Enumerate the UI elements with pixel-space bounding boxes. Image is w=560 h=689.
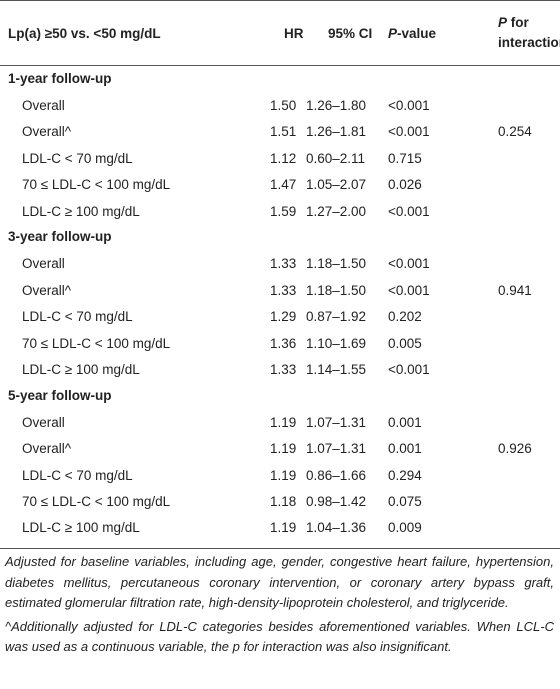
cell: Overall — [22, 98, 65, 114]
cell: 1.33 — [270, 361, 297, 377]
table-row: Overall^ 1.19 1.07–1.31 0.001 0.926 — [0, 435, 560, 461]
cell: 0.715 — [388, 150, 422, 166]
rule — [0, 548, 560, 550]
cell: 1.07–1.31 — [306, 414, 367, 430]
cell: <0.001 — [388, 361, 430, 377]
header-cell: P-value — [386, 26, 482, 41]
cell: 1.10–1.69 — [306, 335, 367, 351]
table-row: LDL-C ≥ 100 mg/dL 1.19 1.04–1.36 0.009 — [0, 515, 560, 541]
interaction-cell: 0.941 — [498, 282, 532, 298]
cell: 1.12 — [270, 150, 297, 166]
cell: <0.001 — [388, 282, 430, 298]
cell: 0.026 — [388, 177, 422, 193]
cell: 0.075 — [388, 493, 422, 509]
cell: 1.18–1.50 — [306, 256, 367, 272]
cell: Overall^ — [22, 124, 72, 140]
cell: 0.202 — [388, 309, 422, 325]
cell: 1.19 — [270, 520, 297, 536]
header-row: Lp(a) ≥50 vs. <50 mg/dL HR 95% CI P-value P … — [0, 0, 560, 66]
cell: 1.33 — [270, 282, 297, 298]
table-row: 70 ≤ LDL-C < 100 mg/dL 1.18 0.98–1.42 0.075 — [0, 488, 560, 514]
cell: 1.14–1.55 — [306, 361, 367, 377]
cell: 1.33 — [270, 256, 297, 272]
cell: 1.19 — [270, 467, 297, 483]
section-title: 1-year follow-up — [8, 71, 112, 86]
interaction-cell: 0.926 — [498, 441, 532, 457]
cell: Overall^ — [22, 282, 72, 298]
cell: <0.001 — [388, 203, 430, 219]
footnote: Adjusted for baseline variables, includi… — [5, 554, 554, 611]
cell: <0.001 — [388, 256, 430, 272]
cell: 1.19 — [270, 441, 297, 457]
cell: 1.29 — [270, 309, 297, 325]
cell: 1.27–2.00 — [306, 203, 367, 219]
table-row: LDL-C ≥ 100 mg/dL 1.59 1.27–2.00 <0.001 — [0, 198, 560, 224]
cell: 0.87–1.92 — [306, 309, 367, 325]
interaction-cell: 0.254 — [498, 124, 532, 140]
cell: 70 ≤ LDL-C < 100 mg/dL — [22, 335, 171, 351]
header-text: P — [388, 25, 398, 41]
table: Lp(a) ≥50 vs. <50 mg/dL HR 95% CI P-value P … — [0, 0, 560, 655]
cell: LDL-C ≥ 100 mg/dL — [22, 203, 140, 219]
cell: 0.009 — [388, 520, 422, 536]
cell: LDL-C < 70 mg/dL — [22, 309, 133, 325]
header-text: -value — [397, 25, 437, 41]
cell: 0.86–1.66 — [306, 467, 367, 483]
header-cell: Lp(a) ≥50 vs. <50 mg/dL — [8, 25, 161, 41]
cell: 1.18 — [270, 493, 297, 509]
section-title: 3-year follow-up — [8, 229, 112, 245]
cell: LDL-C < 70 mg/dL — [22, 467, 133, 483]
cell: Overall^ — [22, 441, 72, 457]
cell: 1.04–1.36 — [306, 520, 367, 536]
cell: 1.18–1.50 — [306, 282, 367, 298]
footnote: ^Additionally adjusted for LDL-C categor… — [5, 618, 554, 655]
cell: <0.001 — [388, 98, 430, 114]
cell: 1.59 — [270, 203, 297, 219]
cell: 70 ≤ LDL-C < 100 mg/dL — [22, 177, 171, 193]
cell: LDL-C ≥ 100 mg/dL — [22, 361, 140, 377]
table-row: 70 ≤ LDL-C < 100 mg/dL 1.36 1.10–1.69 0.005 — [0, 330, 560, 356]
cell: 1.36 — [270, 335, 297, 351]
cell: LDL-C < 70 mg/dL — [22, 150, 133, 166]
section-title: 5-year follow-up — [8, 387, 112, 403]
cell: Overall — [22, 414, 65, 430]
header-text: P — [498, 15, 508, 30]
table-row: Overall^ 1.51 1.26–1.81 <0.001 0.254 — [0, 119, 560, 145]
table-row: Overall^ 1.33 1.18–1.50 <0.001 0.941 — [0, 277, 560, 303]
cell: 0.001 — [388, 441, 422, 457]
cell: 0.60–2.11 — [306, 150, 366, 166]
table-row: 70 ≤ LDL-C < 100 mg/dL 1.47 1.05–2.07 0.026 — [0, 172, 560, 198]
cell: 0.001 — [388, 414, 422, 430]
header-cell: 95% CI — [328, 25, 373, 41]
cell: 1.07–1.31 — [306, 441, 367, 457]
header-text: for interaction — [498, 15, 560, 50]
cell: 1.51 — [270, 124, 297, 140]
cell: 1.26–1.80 — [306, 98, 367, 114]
table-row: Overall 1.33 1.18–1.50 <0.001 — [0, 251, 560, 277]
table-row: LDL-C < 70 mg/dL 1.19 0.86–1.66 0.294 — [0, 462, 560, 488]
cell: 1.19 — [270, 414, 297, 430]
cell: Overall — [22, 256, 65, 272]
header-cell: HR — [284, 25, 304, 41]
table-row: LDL-C ≥ 100 mg/dL 1.33 1.14–1.55 <0.001 — [0, 356, 560, 382]
cell: 1.50 — [270, 98, 297, 114]
cell: 0.005 — [388, 335, 422, 351]
cell: 1.47 — [270, 177, 297, 193]
cell: 1.05–2.07 — [306, 177, 367, 193]
table-row: Overall 1.50 1.26–1.80 <0.001 — [0, 92, 560, 118]
cell: 1.26–1.81 — [306, 124, 367, 140]
table-row: LDL-C < 70 mg/dL 1.29 0.87–1.92 0.202 — [0, 304, 560, 330]
cell: 70 ≤ LDL-C < 100 mg/dL — [22, 493, 171, 509]
header-cell: P for interaction — [482, 13, 560, 53]
cell: 0.294 — [388, 467, 422, 483]
table-row: LDL-C < 70 mg/dL 1.12 0.60–2.11 0.715 — [0, 145, 560, 171]
cell: LDL-C ≥ 100 mg/dL — [22, 520, 140, 536]
cell: <0.001 — [388, 124, 430, 140]
cell: 0.98–1.42 — [306, 493, 367, 509]
table-row: Overall 1.19 1.07–1.31 0.001 — [0, 409, 560, 435]
